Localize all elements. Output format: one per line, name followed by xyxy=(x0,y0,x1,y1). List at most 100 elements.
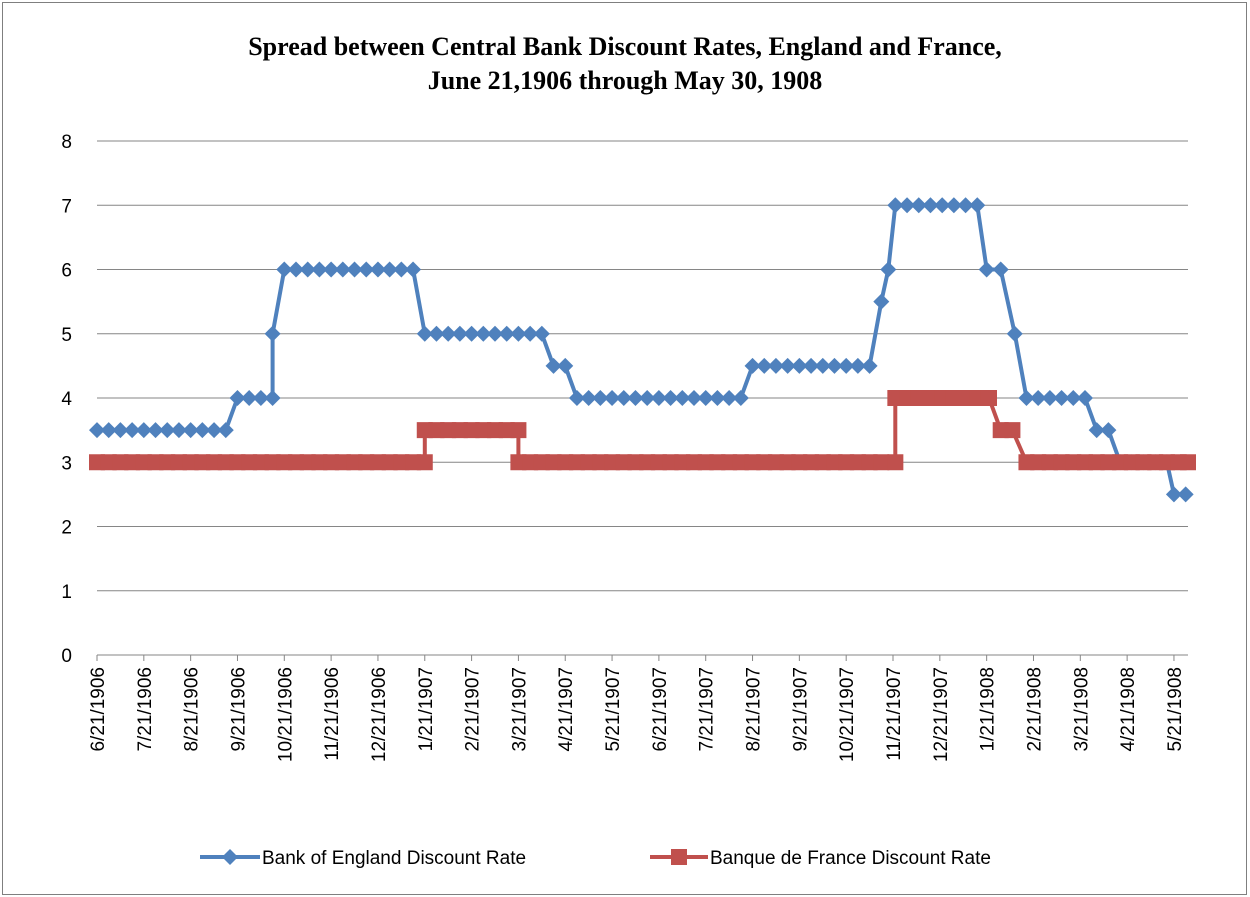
data-point-diamond xyxy=(112,422,129,439)
chart-title: Spread between Central Bank Discount Rat… xyxy=(0,30,1250,98)
data-point-diamond xyxy=(604,390,621,406)
data-point-square xyxy=(1004,422,1021,439)
data-point-diamond xyxy=(639,390,656,406)
data-point-diamond xyxy=(674,390,691,406)
data-point-diamond xyxy=(346,261,363,278)
series-2 xyxy=(89,390,1196,471)
data-point-diamond xyxy=(217,422,234,439)
data-point-diamond xyxy=(440,325,457,342)
data-point-diamond xyxy=(627,390,644,406)
data-point-diamond xyxy=(264,325,281,342)
data-point-diamond xyxy=(416,325,433,342)
x-tick-label: 7/21/1907 xyxy=(697,667,718,752)
data-point-diamond xyxy=(756,357,773,374)
y-tick-label: 7 xyxy=(61,196,72,217)
data-point-diamond xyxy=(838,357,855,374)
data-point-diamond xyxy=(135,422,152,439)
legend-marker-diamond xyxy=(222,849,238,865)
data-point-diamond xyxy=(791,357,808,374)
x-tick-label: 4/21/1908 xyxy=(1118,667,1139,752)
y-tick-label: 8 xyxy=(61,132,72,153)
data-point-diamond xyxy=(545,357,562,374)
data-point-diamond xyxy=(393,261,410,278)
data-point-diamond xyxy=(1030,390,1047,406)
x-tick-label: 8/21/1907 xyxy=(744,667,765,752)
data-point-diamond xyxy=(475,325,492,342)
y-tick-label: 6 xyxy=(61,261,72,282)
data-point-square xyxy=(1180,454,1196,471)
data-point-diamond xyxy=(522,325,539,342)
data-point-diamond xyxy=(159,422,176,439)
y-tick-label: 0 xyxy=(61,646,72,667)
x-tick-label: 4/21/1907 xyxy=(556,667,577,752)
data-point-diamond xyxy=(945,197,962,214)
y-tick-label: 3 xyxy=(61,453,72,474)
x-tick-label: 5/21/1907 xyxy=(603,667,624,752)
y-tick-label: 5 xyxy=(61,325,72,346)
data-point-diamond xyxy=(276,261,293,278)
data-point-diamond xyxy=(381,261,398,278)
data-point-diamond xyxy=(969,197,986,214)
legend-item-2: Banque de France Discount Rate xyxy=(650,848,991,869)
data-point-diamond xyxy=(992,261,1009,278)
data-point-diamond xyxy=(170,422,187,439)
data-point-diamond xyxy=(1088,422,1105,439)
data-point-diamond xyxy=(1100,422,1117,439)
data-point-diamond xyxy=(922,197,939,214)
data-point-diamond xyxy=(592,390,609,406)
data-point-diamond xyxy=(899,197,916,214)
data-point-diamond xyxy=(498,325,515,342)
x-tick-label: 6/21/1906 xyxy=(88,667,109,752)
x-tick-label: 11/21/1907 xyxy=(884,667,905,761)
data-point-diamond xyxy=(451,325,468,342)
x-tick-label: 1/21/1908 xyxy=(978,667,999,752)
data-point-diamond xyxy=(803,357,820,374)
data-point-diamond xyxy=(732,390,749,406)
data-point-diamond xyxy=(557,357,574,374)
legend-marker-square xyxy=(671,849,687,865)
data-point-diamond xyxy=(334,261,351,278)
x-tick-label: 11/21/1906 xyxy=(322,667,343,761)
x-tick-label: 1/21/1907 xyxy=(416,667,437,752)
data-point-diamond xyxy=(978,261,995,278)
data-point-diamond xyxy=(744,357,761,374)
data-point-diamond xyxy=(662,390,679,406)
x-tick-label: 10/21/1907 xyxy=(837,667,858,762)
data-point-diamond xyxy=(299,261,316,278)
data-point-diamond xyxy=(252,390,269,406)
data-point-diamond xyxy=(1076,390,1093,406)
x-tick-label: 2/21/1908 xyxy=(1024,667,1045,752)
x-tick-label: 9/21/1907 xyxy=(790,667,811,752)
data-point-diamond xyxy=(861,357,878,374)
data-point-diamond xyxy=(288,261,305,278)
data-point-diamond xyxy=(194,422,211,439)
data-point-diamond xyxy=(487,325,504,342)
y-axis: 0 1 2 3 4 5 6 7 8 xyxy=(61,132,72,667)
data-point-diamond xyxy=(1165,486,1182,503)
series-line xyxy=(97,396,1188,465)
x-tick-label: 10/21/1906 xyxy=(275,667,296,762)
data-point-diamond xyxy=(779,357,796,374)
legend: Bank of England Discount Rate Banque de F… xyxy=(200,848,991,869)
data-point-diamond xyxy=(887,197,904,214)
data-point-diamond xyxy=(1053,390,1070,406)
data-point-diamond xyxy=(1041,390,1058,406)
data-point-diamond xyxy=(650,390,667,406)
data-point-diamond xyxy=(615,390,632,406)
data-point-square xyxy=(510,422,527,439)
data-point-diamond xyxy=(182,422,199,439)
data-point-diamond xyxy=(1018,390,1035,406)
y-tick-label: 1 xyxy=(61,582,72,603)
data-point-diamond xyxy=(826,357,843,374)
data-point-diamond xyxy=(934,197,951,214)
data-point-diamond xyxy=(709,390,726,406)
data-point-diamond xyxy=(686,390,703,406)
data-point-diamond xyxy=(1177,486,1194,503)
legend-label: Bank of England Discount Rate xyxy=(262,848,526,869)
gridlines xyxy=(97,140,1188,592)
data-point-diamond xyxy=(1065,390,1082,406)
data-point-diamond xyxy=(849,357,866,374)
data-point-diamond xyxy=(147,422,164,439)
data-point-diamond xyxy=(697,390,714,406)
